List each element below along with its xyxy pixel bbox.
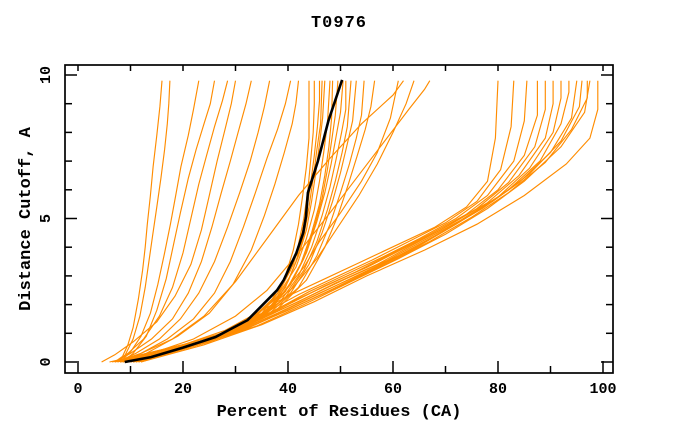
- model-curve: [114, 80, 404, 363]
- model-curve: [127, 80, 315, 363]
- model-curve: [119, 80, 292, 363]
- x-tick-label: 60: [384, 381, 402, 398]
- model-curve: [114, 80, 528, 363]
- plot-frame: [64, 64, 614, 374]
- model-curve: [119, 80, 200, 363]
- x-axis-label: Percent of Residues (CA): [216, 403, 462, 422]
- y-axis-label: Distance Cutoff, A: [17, 127, 36, 311]
- model-curve: [114, 80, 229, 363]
- x-tick-label: 40: [279, 381, 297, 398]
- model-curve: [117, 80, 271, 363]
- model-curve: [101, 80, 237, 363]
- x-tick-label: 0: [73, 381, 82, 398]
- highlighted-model-curve: [124, 79, 344, 364]
- y-tick-label: 0: [38, 357, 55, 366]
- model-curve: [114, 80, 252, 363]
- y-tick-label: 5: [38, 214, 55, 223]
- model-curve: [125, 80, 562, 363]
- y-tick-label: 10: [38, 66, 55, 84]
- model-curve: [130, 80, 578, 363]
- model-curve: [140, 80, 599, 363]
- model-curve: [117, 80, 171, 363]
- model-curve: [122, 80, 554, 363]
- model-curve: [135, 80, 326, 363]
- chart-title: T0976: [310, 14, 367, 33]
- model-curve: [119, 80, 431, 363]
- model-curve: [132, 80, 352, 363]
- model-curve: [114, 80, 163, 363]
- model-curve: [127, 80, 570, 363]
- model-curve: [138, 80, 591, 363]
- x-tick-label: 100: [589, 381, 616, 398]
- x-tick-label: 20: [174, 381, 192, 398]
- x-tick-label: 80: [489, 381, 507, 398]
